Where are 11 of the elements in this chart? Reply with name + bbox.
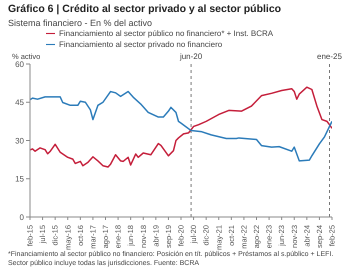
y-tick-label: 30 <box>15 136 25 146</box>
chart-subtitle: Sistema financiero - En % del activo <box>8 18 152 28</box>
ref-line-label: ene-25 <box>317 52 342 61</box>
ref-line-label: jun-20 <box>178 52 203 61</box>
y-tick-label: 15 <box>15 174 25 184</box>
legend-label: Financiamiento al sector público no financiero* + Inst. BCRA <box>59 29 274 38</box>
legend-label: Financiamiento al sector privado no financiero <box>59 40 222 49</box>
y-tick-label: 45 <box>15 98 25 108</box>
y-tick-label: 0 <box>20 212 25 222</box>
y-tick-label: 60 <box>15 60 25 69</box>
chart-title: Gráfico 6 | Crédito al sector privado y al sector público <box>8 3 282 15</box>
